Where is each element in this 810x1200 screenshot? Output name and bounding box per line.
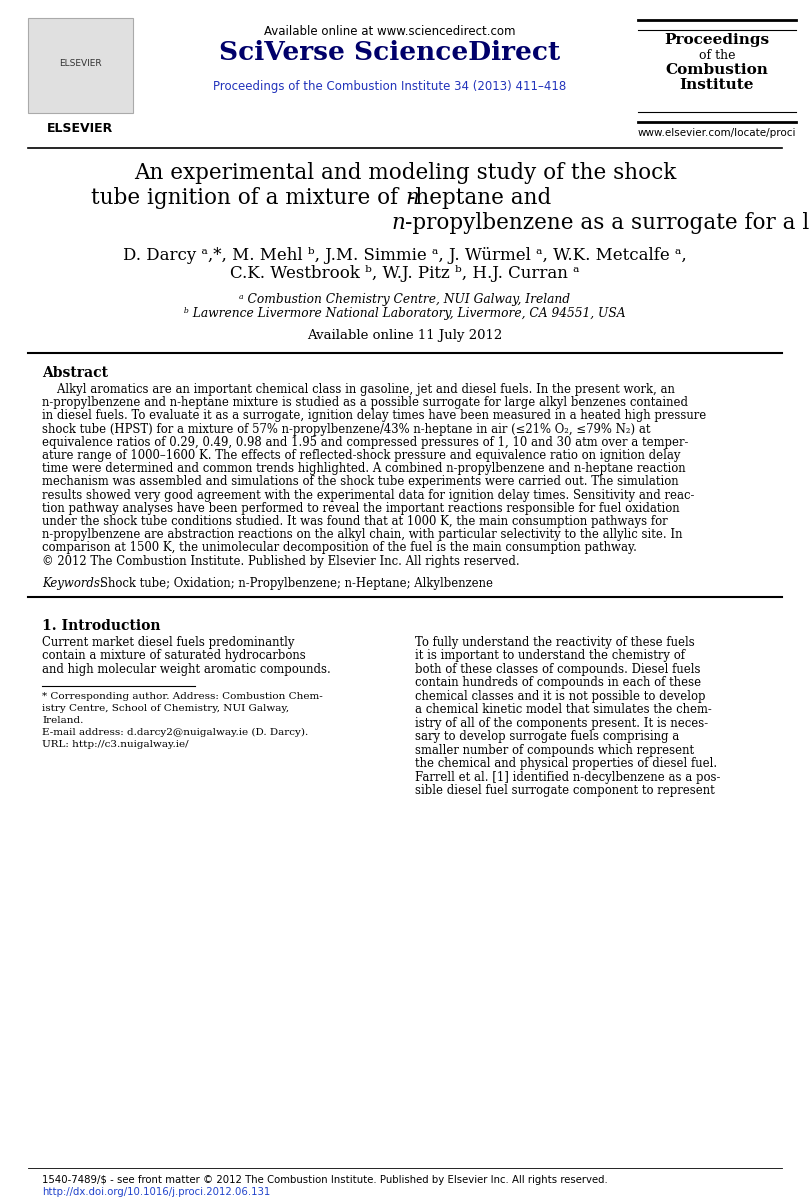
Text: www.elsevier.com/locate/proci: www.elsevier.com/locate/proci: [637, 128, 796, 138]
FancyBboxPatch shape: [28, 18, 133, 113]
Text: mechanism was assembled and simulations of the shock tube experiments were carri: mechanism was assembled and simulations …: [42, 475, 679, 488]
Text: Keywords:: Keywords:: [42, 577, 108, 589]
Text: Available online 11 July 2012: Available online 11 July 2012: [307, 329, 503, 342]
Text: in diesel fuels. To evaluate it as a surrogate, ignition delay times have been m: in diesel fuels. To evaluate it as a sur…: [42, 409, 706, 422]
Text: time were determined and common trends highlighted. A combined n-propylbenzene a: time were determined and common trends h…: [42, 462, 685, 475]
Text: smaller number of compounds which represent: smaller number of compounds which repres…: [415, 744, 694, 757]
Text: * Corresponding author. Address: Combustion Chem-: * Corresponding author. Address: Combust…: [42, 692, 322, 701]
Text: both of these classes of compounds. Diesel fuels: both of these classes of compounds. Dies…: [415, 662, 701, 676]
Text: sible diesel fuel surrogate component to represent: sible diesel fuel surrogate component to…: [415, 785, 714, 797]
Text: E-mail address: d.darcy2@nuigalway.ie (D. Darcy).: E-mail address: d.darcy2@nuigalway.ie (D…: [42, 728, 309, 738]
Text: under the shock tube conditions studied. It was found that at 1000 K, the main c: under the shock tube conditions studied.…: [42, 515, 667, 528]
Text: D. Darcy ᵃ,*, M. Mehl ᵇ, J.M. Simmie ᵃ, J. Würmel ᵃ, W.K. Metcalfe ᵃ,: D. Darcy ᵃ,*, M. Mehl ᵇ, J.M. Simmie ᵃ, …: [123, 247, 687, 264]
Text: Proceedings: Proceedings: [664, 32, 769, 47]
Text: ELSEVIER: ELSEVIER: [47, 122, 113, 134]
Text: ature range of 1000–1600 K. The effects of reflected-shock pressure and equivale: ature range of 1000–1600 K. The effects …: [42, 449, 680, 462]
Text: n: n: [391, 212, 405, 234]
Text: sary to develop surrogate fuels comprising a: sary to develop surrogate fuels comprisi…: [415, 731, 680, 743]
Text: Combustion: Combustion: [666, 62, 769, 77]
Text: Available online at www.sciencedirect.com: Available online at www.sciencedirect.co…: [264, 25, 516, 38]
Text: a chemical kinetic model that simulates the chem-: a chemical kinetic model that simulates …: [415, 703, 712, 716]
Text: n-propylbenzene and n-heptane mixture is studied as a possible surrogate for lar: n-propylbenzene and n-heptane mixture is…: [42, 396, 688, 409]
Text: contain hundreds of compounds in each of these: contain hundreds of compounds in each of…: [415, 677, 701, 689]
Text: Ireland.: Ireland.: [42, 716, 83, 725]
Text: ᵃ Combustion Chemistry Centre, NUI Galway, Ireland: ᵃ Combustion Chemistry Centre, NUI Galwa…: [240, 293, 570, 306]
Text: istry of all of the components present. It is neces-: istry of all of the components present. …: [415, 716, 708, 730]
Text: results showed very good agreement with the experimental data for ignition delay: results showed very good agreement with …: [42, 488, 694, 502]
Text: An experimental and modeling study of the shock: An experimental and modeling study of th…: [134, 162, 676, 184]
Text: of the: of the: [699, 49, 735, 62]
Text: n-propylbenzene are abstraction reactions on the alkyl chain, with particular se: n-propylbenzene are abstraction reaction…: [42, 528, 683, 541]
Text: 1. Introduction: 1. Introduction: [42, 619, 160, 632]
Text: -heptane and: -heptane and: [408, 187, 552, 209]
Text: C.K. Westbrook ᵇ, W.J. Pitz ᵇ, H.J. Curran ᵃ: C.K. Westbrook ᵇ, W.J. Pitz ᵇ, H.J. Curr…: [230, 265, 580, 282]
Text: URL: http://c3.nuigalway.ie/: URL: http://c3.nuigalway.ie/: [42, 740, 189, 749]
Text: Current market diesel fuels predominantly: Current market diesel fuels predominantl…: [42, 636, 295, 649]
Text: -propylbenzene as a surrogate for a large alkyl benzene: -propylbenzene as a surrogate for a larg…: [405, 212, 810, 234]
Text: and high molecular weight aromatic compounds.: and high molecular weight aromatic compo…: [42, 662, 330, 676]
Text: the chemical and physical properties of diesel fuel.: the chemical and physical properties of …: [415, 757, 717, 770]
Text: Proceedings of the Combustion Institute 34 (2013) 411–418: Proceedings of the Combustion Institute …: [213, 80, 567, 92]
Text: n: n: [405, 187, 419, 209]
Text: Institute: Institute: [680, 78, 754, 92]
Text: contain a mixture of saturated hydrocarbons: contain a mixture of saturated hydrocarb…: [42, 649, 305, 662]
Text: http://dx.doi.org/10.1016/j.proci.2012.06.131: http://dx.doi.org/10.1016/j.proci.2012.0…: [42, 1187, 271, 1198]
Text: Alkyl aromatics are an important chemical class in gasoline, jet and diesel fuel: Alkyl aromatics are an important chemica…: [42, 383, 675, 396]
Text: istry Centre, School of Chemistry, NUI Galway,: istry Centre, School of Chemistry, NUI G…: [42, 704, 289, 713]
Text: shock tube (HPST) for a mixture of 57% n-propylbenzene/43% n-heptane in air (≤21: shock tube (HPST) for a mixture of 57% n…: [42, 422, 650, 436]
Text: Farrell et al. [1] identified n-decylbenzene as a pos-: Farrell et al. [1] identified n-decylben…: [415, 770, 720, 784]
Text: tion pathway analyses have been performed to reveal the important reactions resp: tion pathway analyses have been performe…: [42, 502, 680, 515]
Text: tube ignition of a mixture of: tube ignition of a mixture of: [91, 187, 405, 209]
Text: 1540-7489/$ - see front matter © 2012 The Combustion Institute. Published by Els: 1540-7489/$ - see front matter © 2012 Th…: [42, 1175, 608, 1186]
Text: ᵇ Lawrence Livermore National Laboratory, Livermore, CA 94551, USA: ᵇ Lawrence Livermore National Laboratory…: [184, 307, 626, 320]
Text: To fully understand the reactivity of these fuels: To fully understand the reactivity of th…: [415, 636, 695, 649]
Text: Abstract: Abstract: [42, 366, 108, 380]
Text: Shock tube; Oxidation; n-Propylbenzene; n-Heptane; Alkylbenzene: Shock tube; Oxidation; n-Propylbenzene; …: [100, 577, 493, 589]
Text: chemical classes and it is not possible to develop: chemical classes and it is not possible …: [415, 690, 706, 703]
Text: © 2012 The Combustion Institute. Published by Elsevier Inc. All rights reserved.: © 2012 The Combustion Institute. Publish…: [42, 554, 520, 568]
Text: ELSEVIER: ELSEVIER: [59, 59, 102, 68]
Text: comparison at 1500 K, the unimolecular decomposition of the fuel is the main con: comparison at 1500 K, the unimolecular d…: [42, 541, 637, 554]
Text: SciVerse ScienceDirect: SciVerse ScienceDirect: [220, 40, 561, 65]
Text: it is important to understand the chemistry of: it is important to understand the chemis…: [415, 649, 685, 662]
Text: equivalence ratios of 0.29, 0.49, 0.98 and 1.95 and compressed pressures of 1, 1: equivalence ratios of 0.29, 0.49, 0.98 a…: [42, 436, 688, 449]
